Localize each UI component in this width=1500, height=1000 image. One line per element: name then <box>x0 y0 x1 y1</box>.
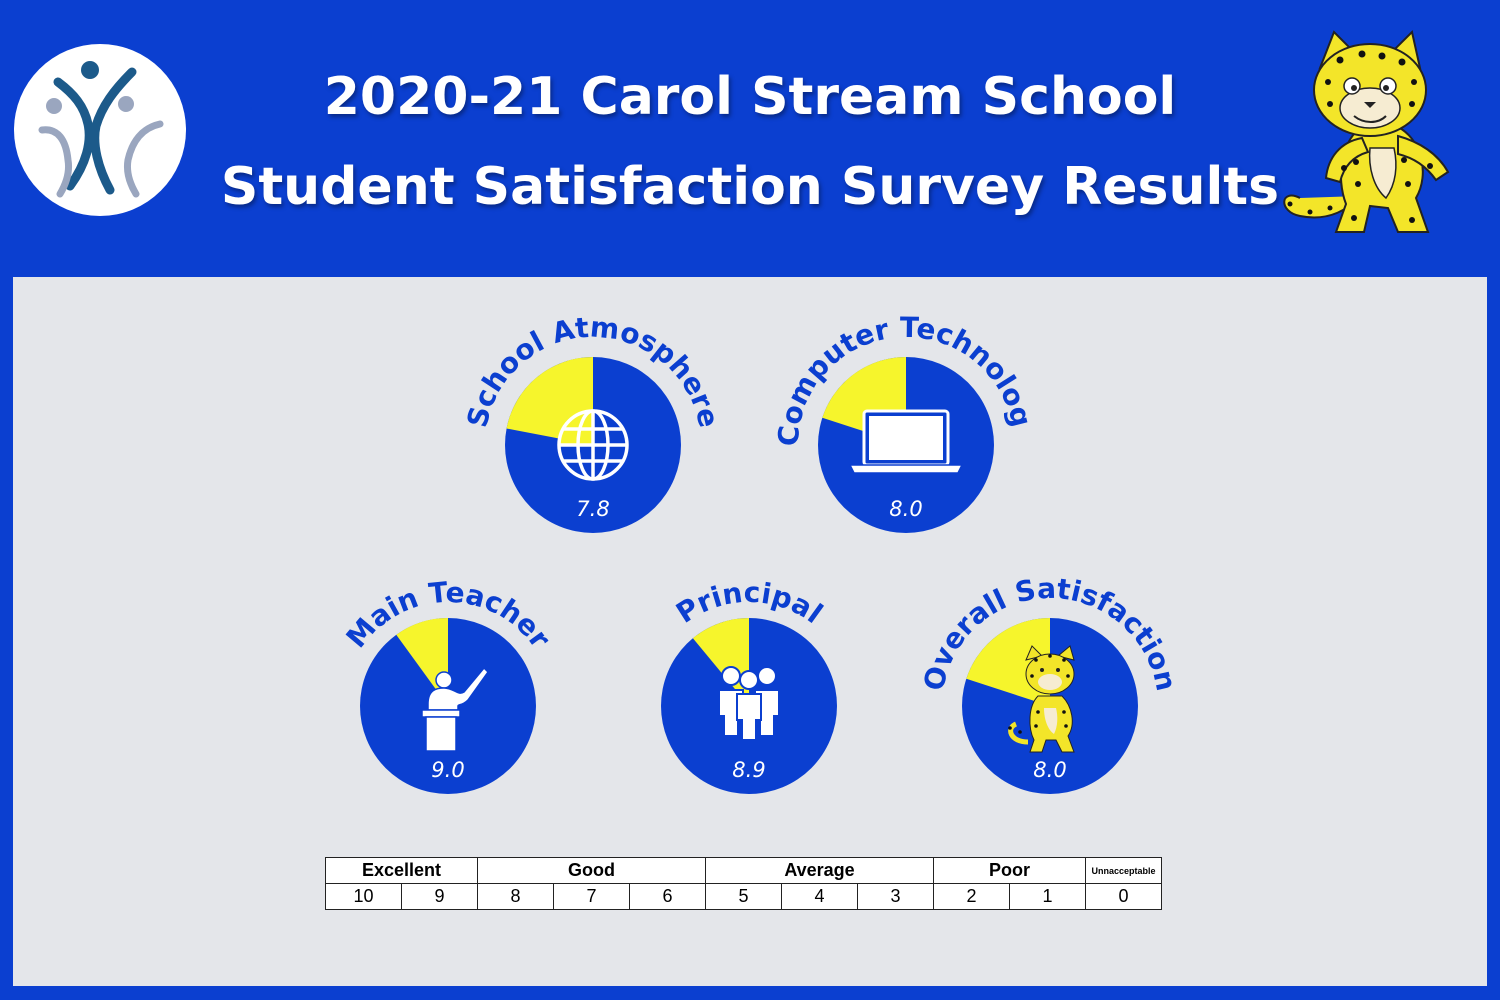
scale-header-row: Excellent Good Average Poor Unnacceptable <box>325 857 1162 884</box>
scale-value-8: 8 <box>477 883 554 910</box>
scale-category-average: Average <box>705 857 934 884</box>
group-icon <box>718 666 780 741</box>
scale-category-good: Good <box>477 857 706 884</box>
cheetah-mascot-icon <box>1283 30 1450 233</box>
scale-value-7: 7 <box>553 883 630 910</box>
scale-category-excellent: Excellent <box>325 857 478 884</box>
pie-value-label: 9.0 <box>431 758 464 782</box>
globe-icon <box>557 409 629 481</box>
mascot-icon <box>1008 645 1075 753</box>
scale-value-3: 3 <box>857 883 934 910</box>
scale-value-2: 2 <box>933 883 1010 910</box>
title-line-2: Student Satisfaction Survey Results <box>220 157 1280 217</box>
scale-category-poor: Poor <box>933 857 1086 884</box>
scale-category-unnacceptable: Unnacceptable <box>1085 857 1162 884</box>
scale-value-4: 4 <box>781 883 858 910</box>
pie-value-label: 8.0 <box>889 497 922 521</box>
scale-value-9: 9 <box>401 883 478 910</box>
scale-value-1: 1 <box>1009 883 1086 910</box>
teacher-icon <box>421 666 489 752</box>
pie-value-label: 7.8 <box>576 497 609 521</box>
pie-value-label: 8.9 <box>732 758 765 782</box>
scale-value-10: 10 <box>325 883 402 910</box>
scale-value-6: 6 <box>629 883 706 910</box>
header-banner: 2020-21 Carol Stream School Student Sati… <box>0 0 1500 262</box>
rating-scale-table: Excellent Good Average Poor Unnacceptable 10… <box>325 857 1162 910</box>
district-logo <box>14 44 186 216</box>
pie-value-label: 8.0 <box>1033 758 1066 782</box>
laptop-icon <box>848 409 964 474</box>
title-line-1: 2020-21 Carol Stream School <box>323 67 1177 127</box>
scale-value-row: 10 9 8 7 6 5 4 3 2 1 0 <box>325 883 1162 910</box>
scale-value-0: 0 <box>1085 883 1162 910</box>
page-title: 2020-21 Carol Stream School Student Sati… <box>200 52 1300 232</box>
scale-value-5: 5 <box>705 883 782 910</box>
pie-slice-remainder <box>396 618 448 706</box>
